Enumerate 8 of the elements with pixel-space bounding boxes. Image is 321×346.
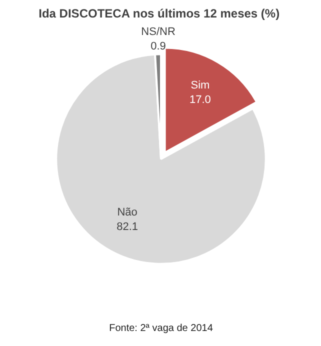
- chart-title: Ida DISCOTECA nos últimos 12 meses (%): [38, 6, 280, 20]
- slice-label: NS/NR: [141, 26, 176, 38]
- slice-label: Não: [117, 206, 138, 219]
- data-label: 82.1: [116, 221, 138, 234]
- slice-label: Sim: [190, 79, 210, 92]
- source-note: Fonte: 2ª vaga de 2014: [109, 322, 214, 334]
- data-label: 17.0: [190, 94, 211, 106]
- data-label: 0.9: [150, 40, 166, 52]
